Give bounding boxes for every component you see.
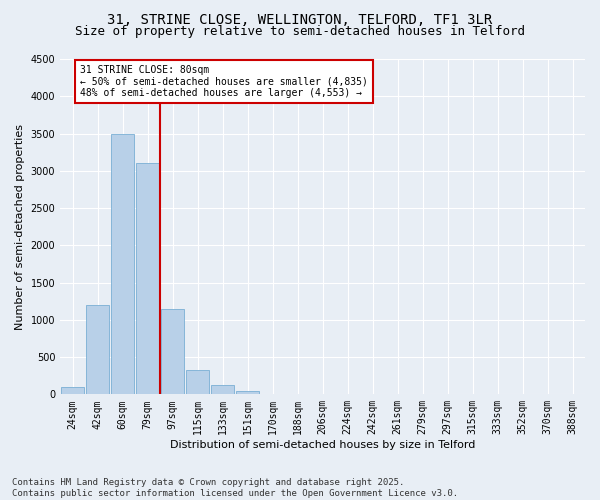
Bar (187, 370, 209, 394)
Bar (236, 390, 259, 394)
Text: 31 STRINE CLOSE: 80sqm
← 50% of semi-detached houses are smaller (4,835)
48% of : 31 STRINE CLOSE: 80sqm ← 50% of semi-det… (80, 65, 368, 98)
Bar (112, 134, 134, 394)
Y-axis label: Number of semi-detached properties: Number of semi-detached properties (15, 124, 25, 330)
Bar (136, 164, 159, 394)
Bar (211, 386, 234, 394)
Bar (61, 387, 84, 394)
Text: 31, STRINE CLOSE, WELLINGTON, TELFORD, TF1 3LR: 31, STRINE CLOSE, WELLINGTON, TELFORD, T… (107, 12, 493, 26)
Text: Size of property relative to semi-detached houses in Telford: Size of property relative to semi-detach… (75, 25, 525, 38)
Bar (161, 308, 184, 394)
X-axis label: Distribution of semi-detached houses by size in Telford: Distribution of semi-detached houses by … (170, 440, 475, 450)
Text: Contains HM Land Registry data © Crown copyright and database right 2025.
Contai: Contains HM Land Registry data © Crown c… (12, 478, 458, 498)
Bar (86, 305, 109, 394)
